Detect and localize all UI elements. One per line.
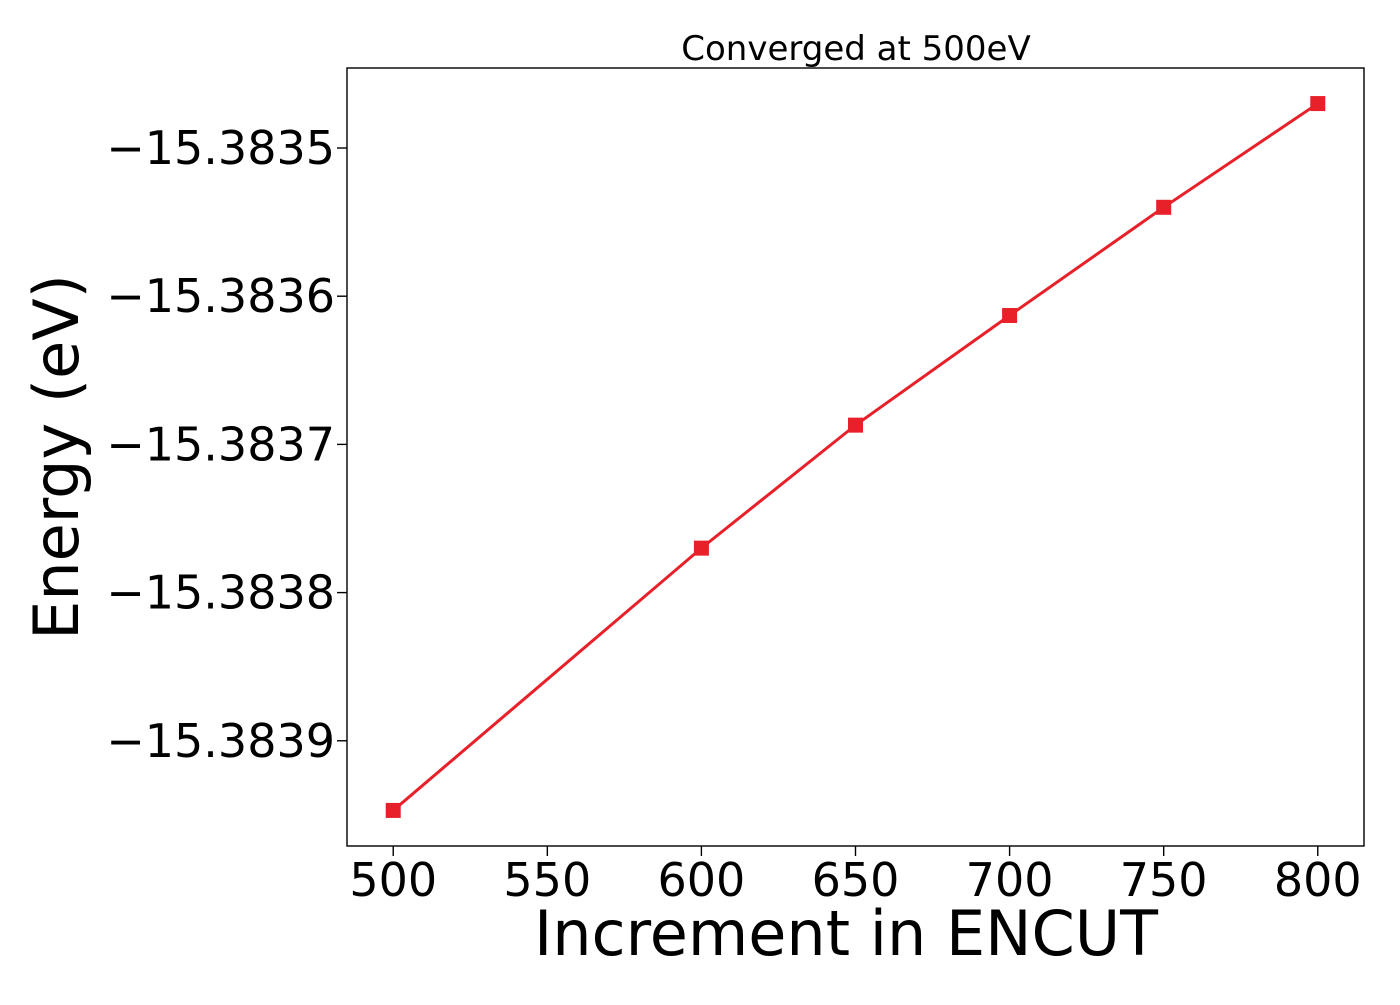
x-tick-label: 500	[349, 853, 437, 907]
data-point-marker	[1310, 96, 1326, 112]
x-tick-label: 600	[658, 853, 746, 907]
data-series	[385, 96, 1326, 818]
data-point-marker	[385, 802, 401, 818]
data-point-marker	[693, 540, 709, 556]
y-tick-label: −15.3837	[106, 417, 335, 471]
x-tick-label: 750	[1120, 853, 1208, 907]
x-axis-ticks: 500 550 600 650 700 750 800	[349, 846, 1362, 907]
x-tick-label: 650	[812, 853, 900, 907]
chart-title: Converged at 500eV	[681, 29, 1030, 69]
data-point-marker	[1002, 307, 1018, 323]
y-tick-label: −15.3839	[106, 714, 335, 768]
data-point-marker	[1156, 199, 1172, 215]
x-axis-label: Increment in ENCUT	[534, 897, 1159, 970]
plot-area-frame	[346, 67, 1365, 847]
y-tick-label: −15.3836	[106, 269, 335, 323]
data-point-marker	[848, 417, 863, 433]
y-tick-label: −15.3838	[106, 566, 335, 620]
y-axis-ticks: −15.3835 −15.3836 −15.3837 −15.3838 −15.3839	[106, 121, 347, 768]
y-axis-label: Energy (eV)	[20, 274, 93, 640]
x-tick-label: 800	[1274, 853, 1362, 907]
y-tick-label: −15.3835	[106, 121, 335, 175]
x-tick-label: 700	[966, 853, 1054, 907]
x-tick-label: 550	[503, 853, 591, 907]
series-line	[392, 102, 1319, 812]
